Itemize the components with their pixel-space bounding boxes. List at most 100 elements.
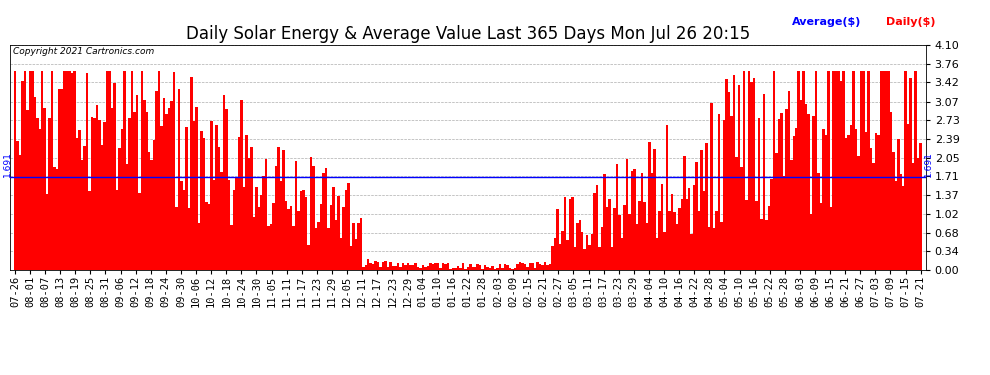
Bar	[481, 269, 484, 270]
Bar	[524, 264, 527, 270]
Bar	[603, 174, 606, 270]
Bar	[41, 70, 44, 270]
Bar	[86, 73, 88, 270]
Bar	[762, 94, 765, 270]
Bar	[611, 248, 614, 270]
Bar	[228, 180, 230, 270]
Bar	[529, 263, 532, 270]
Bar	[260, 195, 262, 270]
Bar	[449, 269, 451, 270]
Bar	[733, 75, 736, 270]
Bar	[170, 100, 173, 270]
Bar	[158, 70, 160, 270]
Bar	[838, 70, 840, 270]
Bar	[215, 124, 218, 270]
Bar	[757, 118, 760, 270]
Bar	[621, 238, 624, 270]
Bar	[412, 265, 414, 270]
Bar	[546, 265, 548, 270]
Bar	[146, 112, 148, 270]
Bar	[63, 70, 66, 270]
Bar	[446, 263, 449, 270]
Bar	[869, 148, 872, 270]
Bar	[663, 232, 665, 270]
Bar	[425, 267, 427, 270]
Bar	[882, 70, 885, 270]
Bar	[327, 228, 330, 270]
Bar	[795, 128, 798, 270]
Bar	[658, 211, 660, 270]
Text: Average($): Average($)	[792, 17, 861, 27]
Bar	[551, 246, 553, 270]
Bar	[175, 207, 178, 270]
Bar	[369, 262, 372, 270]
Bar	[857, 156, 859, 270]
Bar	[354, 239, 357, 270]
Bar	[840, 81, 842, 270]
Bar	[257, 207, 260, 270]
Bar	[885, 70, 887, 270]
Bar	[178, 89, 180, 270]
Bar	[456, 266, 459, 270]
Bar	[317, 222, 320, 270]
Bar	[772, 70, 775, 270]
Bar	[683, 156, 685, 270]
Bar	[626, 159, 629, 270]
Bar	[454, 268, 456, 270]
Bar	[272, 203, 275, 270]
Bar	[160, 126, 163, 270]
Bar	[210, 121, 213, 270]
Bar	[118, 148, 121, 270]
Bar	[404, 265, 407, 270]
Bar	[39, 129, 41, 270]
Bar	[248, 158, 250, 270]
Bar	[389, 262, 392, 270]
Bar	[471, 267, 474, 270]
Bar	[864, 132, 867, 270]
Bar	[173, 72, 175, 270]
Bar	[517, 264, 519, 270]
Bar	[312, 166, 315, 270]
Bar	[14, 70, 16, 270]
Bar	[859, 70, 862, 270]
Bar	[340, 238, 343, 270]
Bar	[501, 268, 504, 270]
Bar	[168, 108, 170, 270]
Bar	[644, 202, 645, 270]
Bar	[208, 204, 210, 270]
Bar	[225, 110, 228, 270]
Bar	[629, 214, 631, 270]
Bar	[631, 171, 634, 270]
Bar	[384, 261, 387, 270]
Bar	[305, 196, 307, 270]
Bar	[695, 162, 698, 270]
Bar	[73, 70, 76, 270]
Bar	[787, 92, 790, 270]
Bar	[514, 268, 517, 270]
Bar	[432, 264, 435, 270]
Bar	[571, 197, 573, 270]
Bar	[775, 153, 777, 270]
Bar	[188, 208, 190, 270]
Bar	[650, 173, 653, 270]
Bar	[345, 190, 347, 270]
Bar	[190, 77, 193, 270]
Bar	[285, 201, 287, 270]
Bar	[805, 104, 808, 270]
Bar	[422, 265, 425, 270]
Bar	[897, 139, 900, 270]
Bar	[537, 262, 539, 270]
Bar	[489, 268, 491, 270]
Bar	[307, 245, 310, 270]
Bar	[31, 70, 34, 270]
Bar	[624, 206, 626, 270]
Bar	[367, 259, 369, 270]
Bar	[16, 141, 19, 270]
Bar	[83, 146, 86, 270]
Bar	[44, 108, 46, 270]
Bar	[506, 266, 509, 270]
Bar	[220, 172, 223, 270]
Bar	[203, 138, 205, 270]
Bar	[548, 264, 551, 270]
Bar	[78, 130, 81, 270]
